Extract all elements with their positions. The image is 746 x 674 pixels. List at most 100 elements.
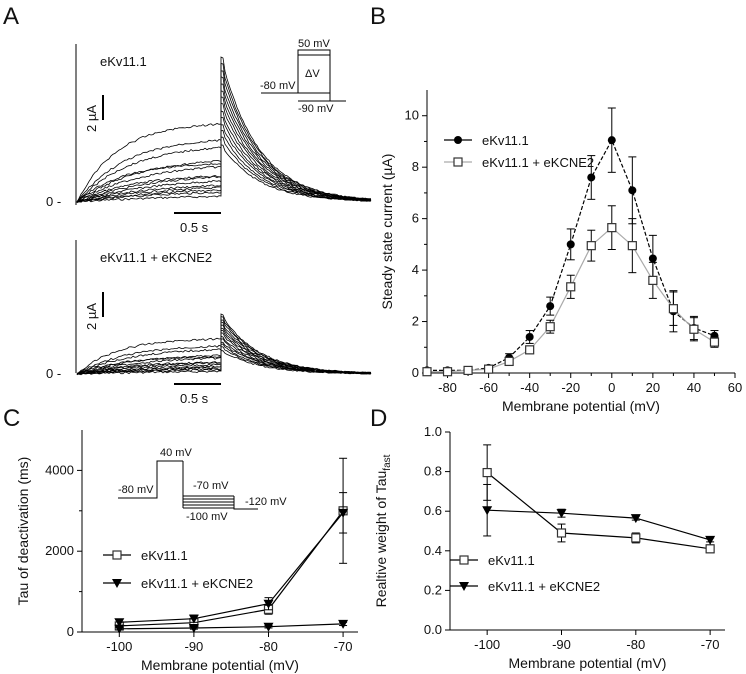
x-tick-label: -90 xyxy=(552,637,571,652)
series-line xyxy=(119,512,344,623)
panel-letter-d: D xyxy=(370,405,387,432)
x-tick-label: 20 xyxy=(646,380,660,395)
data-point xyxy=(263,599,274,609)
data-point xyxy=(442,367,453,377)
chart-d: -100 -90 -80 -70 0.0 0.2 0.4 0.6 0.8 1.0 Membrane … xyxy=(373,424,725,671)
data-point xyxy=(709,337,720,347)
chart-c: -100 -90 -80 -70 0 2000 4000 Membrane potential… xyxy=(15,430,358,673)
current-trace xyxy=(76,316,372,374)
current-trace xyxy=(76,335,372,375)
y-tick-label: 0 xyxy=(67,624,74,639)
data-point xyxy=(545,322,555,332)
y-tick-label: 0.8 xyxy=(424,464,442,479)
x-axis-label: Membrane potential (mV) xyxy=(141,657,299,673)
data-point xyxy=(463,365,473,376)
data-point xyxy=(188,614,199,624)
data-point xyxy=(504,356,514,367)
data-point xyxy=(459,582,469,591)
current-traces-bottom xyxy=(76,313,372,376)
y-tick-label: 10 xyxy=(405,108,419,123)
data-point xyxy=(482,506,493,516)
current-trace xyxy=(76,332,372,375)
data-point xyxy=(566,240,575,249)
chart-b: -80 -60 -40 -20 0 20 40 60 0 2 4 6 8 10 Membrane poten… xyxy=(379,90,742,414)
data-point xyxy=(422,367,432,377)
data-point xyxy=(628,186,637,195)
zero-label-top: 0 - xyxy=(46,194,61,209)
y-tick-label: 0.4 xyxy=(424,543,442,558)
voltage-protocol-inset: 50 mV -80 mV ΔV -90 mV xyxy=(260,38,346,115)
data-point xyxy=(648,254,657,263)
deact-protocol-end: -120 mV xyxy=(245,496,287,508)
data-point xyxy=(112,550,122,560)
deact-protocol-hold: -80 mV xyxy=(118,484,154,496)
panel-a: A eKv11.1 eKv11.1 + eKCNE2 0 - 0 - 2 µA … xyxy=(3,3,372,406)
protocol-label-hold: -80 mV xyxy=(260,80,296,92)
data-point xyxy=(556,528,567,538)
data-point xyxy=(453,157,463,167)
x-tick-label: -70 xyxy=(701,637,720,652)
current-trace xyxy=(76,76,372,203)
y-tick-label: 2000 xyxy=(45,543,74,558)
data-point xyxy=(627,241,637,251)
y-tick-label: 6 xyxy=(412,211,419,226)
x-axis-label: Membrane potential (mV) xyxy=(502,398,660,414)
data-point xyxy=(525,345,535,355)
data-point xyxy=(482,467,492,478)
protocol-label-top: 50 mV xyxy=(298,38,330,50)
current-trace xyxy=(76,124,372,203)
data-point xyxy=(338,619,349,629)
data-point xyxy=(114,624,125,634)
data-point xyxy=(607,136,616,145)
data-point xyxy=(556,509,567,519)
deact-protocol-step-bottom: -100 mV xyxy=(186,511,228,523)
current-trace xyxy=(76,102,372,203)
data-point xyxy=(648,275,658,285)
panel-b: B -80 -60 -40 -20 0 20 40 60 0 2 4 6 8 10 Membrane pot… xyxy=(370,3,742,414)
deact-protocol-step-top: -70 mV xyxy=(193,480,229,492)
data-point xyxy=(188,623,199,633)
panel-letter-a: A xyxy=(3,3,19,30)
zero-label-bottom: 0 - xyxy=(46,366,61,381)
data-point xyxy=(705,544,715,554)
data-point xyxy=(631,533,641,543)
current-trace xyxy=(76,321,372,375)
data-point xyxy=(546,302,555,311)
current-traces-top xyxy=(76,56,372,204)
data-point xyxy=(630,514,641,524)
data-point xyxy=(114,618,125,628)
data-point xyxy=(668,304,679,314)
trace-label-bottom: eKv11.1 + eKCNE2 xyxy=(100,250,212,265)
legend-label: eKv11.1 xyxy=(488,553,535,568)
data-point xyxy=(338,508,349,518)
current-trace xyxy=(76,62,372,202)
x-tick-label: -20 xyxy=(561,380,580,395)
current-trace xyxy=(76,130,372,203)
x-tick-label: -60 xyxy=(479,380,498,395)
x-tick-label: 60 xyxy=(728,380,742,395)
y-axis-label: Realtive weight of Taufast xyxy=(373,454,393,607)
y-tick-label: 4000 xyxy=(45,462,74,477)
y-tick-label: 8 xyxy=(412,159,419,174)
x-tick-label: -80 xyxy=(438,380,457,395)
data-point xyxy=(459,555,469,565)
data-point xyxy=(689,324,699,334)
series-line xyxy=(119,623,344,630)
x-tick-label: -80 xyxy=(259,639,278,654)
y-tick-label: 2 xyxy=(412,314,419,329)
legend-label: eKv11.1 xyxy=(141,548,188,563)
x-tick-label: -70 xyxy=(334,639,353,654)
scale-label-time-bottom: 0.5 s xyxy=(180,391,209,406)
deactivation-protocol-inset: 40 mV -80 mV -70 mV -100 mV -120 mV xyxy=(118,447,287,523)
panel-letter-b: B xyxy=(370,3,386,30)
data-point xyxy=(263,622,274,632)
series-line xyxy=(486,472,711,550)
panel-d: D -100 -90 -80 -70 0.0 0.2 0.4 0.6 0.8 1.0 Membran… xyxy=(370,405,725,671)
y-tick-label: 0.6 xyxy=(424,503,442,518)
y-tick-label: 0.0 xyxy=(424,622,442,637)
data-point xyxy=(586,241,596,251)
current-trace xyxy=(76,110,372,203)
current-trace xyxy=(76,341,372,376)
y-tick-label: 0.2 xyxy=(424,582,442,597)
current-trace xyxy=(76,96,372,203)
